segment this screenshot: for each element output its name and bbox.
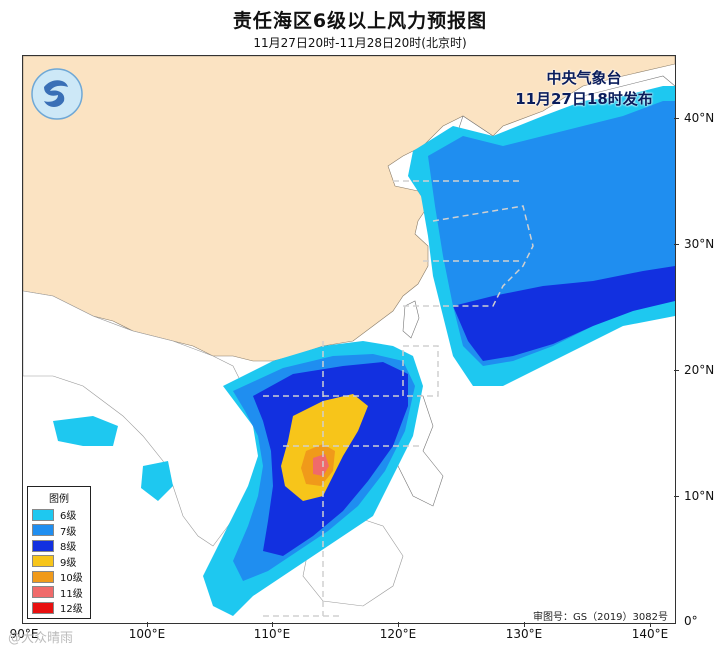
legend-item-8: 8级	[28, 538, 90, 554]
legend-label: 10级	[60, 573, 83, 585]
map-area	[22, 55, 676, 624]
map-canvas	[23, 56, 675, 617]
legend-label: 12级	[60, 604, 83, 616]
legend-swatch	[32, 539, 54, 552]
agency-name: 中央气象台	[546, 69, 622, 87]
map-subtitle: 11月27日20时-11月28日20时(北京时)	[253, 36, 467, 50]
lon-label-100e: 100°E	[128, 627, 166, 641]
lat-label-10n: 10°N	[684, 489, 715, 503]
legend-item-12: 12级	[28, 600, 90, 616]
legend-swatch	[32, 601, 54, 614]
legend-swatch	[32, 586, 54, 599]
lat-tick	[674, 118, 679, 119]
legend-item-10: 10级	[28, 569, 90, 585]
legend-label: 7级	[60, 526, 77, 538]
legend-label: 11级	[60, 588, 83, 600]
legend-box: 图例 6级 7级 8级 9级 10级 11级 12级	[27, 486, 91, 619]
map-approval-number: 审图号：GS（2019）3082号	[531, 608, 670, 623]
lat-label-0: 0°	[684, 614, 698, 628]
legend-item-7: 7级	[28, 523, 90, 539]
lon-tick	[398, 622, 399, 627]
watermark: @大众晴雨	[8, 631, 74, 646]
legend-label: 6级	[60, 511, 77, 523]
cma-logo-icon	[31, 68, 83, 120]
legend-label: 8级	[60, 542, 77, 554]
lat-label-40n: 40°N	[684, 111, 715, 125]
sea-zone-boundaries	[263, 180, 534, 617]
legend-label: 9级	[60, 557, 77, 569]
lat-tick	[674, 370, 679, 371]
lon-label-120e: 120°E	[379, 627, 417, 641]
wind-level11-area	[313, 454, 329, 476]
legend-item-9: 9级	[28, 554, 90, 570]
lat-label-20n: 20°N	[684, 363, 715, 377]
lon-label-110e: 110°E	[253, 627, 291, 641]
lon-tick	[524, 622, 525, 627]
legend-title: 图例	[49, 494, 69, 505]
lon-tick	[650, 622, 651, 627]
legend-swatch	[32, 524, 54, 537]
legend-item-6: 6级	[28, 507, 90, 523]
issue-time: 11月27日18时发布	[515, 90, 653, 108]
lon-tick	[147, 622, 148, 627]
lat-tick	[674, 496, 679, 497]
lon-tick	[272, 622, 273, 627]
lat-tick	[674, 244, 679, 245]
legend-swatch	[32, 555, 54, 568]
agency-block: 中央气象台 11月27日18时发布	[500, 68, 668, 110]
lon-label-130e: 130°E	[505, 627, 543, 641]
legend-item-11: 11级	[28, 585, 90, 601]
lon-label-90e: 90°E	[9, 627, 39, 641]
legend-swatch	[32, 508, 54, 521]
lat-label-30n: 30°N	[684, 237, 715, 251]
map-title: 责任海区6级以上风力预报图	[232, 10, 488, 32]
taiwan-island	[402, 300, 420, 339]
legend-swatch	[32, 570, 54, 583]
lon-label-140e: 140°E	[631, 627, 669, 641]
